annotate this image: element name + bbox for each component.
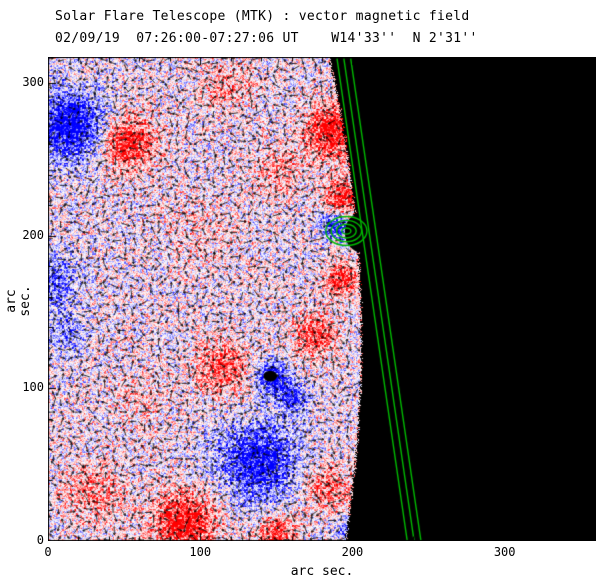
y-tick-label: 300 xyxy=(22,74,44,89)
x-tick-label: 200 xyxy=(341,545,364,559)
y-tick-label: 0 xyxy=(36,533,44,547)
y-tick-label: 100 xyxy=(22,380,44,395)
x-axis-label: arc sec. xyxy=(290,564,354,579)
x-tick-label: 100 xyxy=(189,545,212,559)
plot-subtitle: 02/09/19 07:26:00-07:27:06 UT W14'33'' N… xyxy=(55,31,478,46)
x-tick-label: 300 xyxy=(493,545,516,559)
y-axis-label: arc sec. xyxy=(4,285,33,317)
plot-title: Solar Flare Telescope (MTK) : vector mag… xyxy=(55,9,470,24)
x-tick-label: 0 xyxy=(44,545,52,559)
y-tick-label: 200 xyxy=(22,227,44,242)
magnetogram-canvas xyxy=(48,57,596,541)
plot-area xyxy=(48,57,596,541)
